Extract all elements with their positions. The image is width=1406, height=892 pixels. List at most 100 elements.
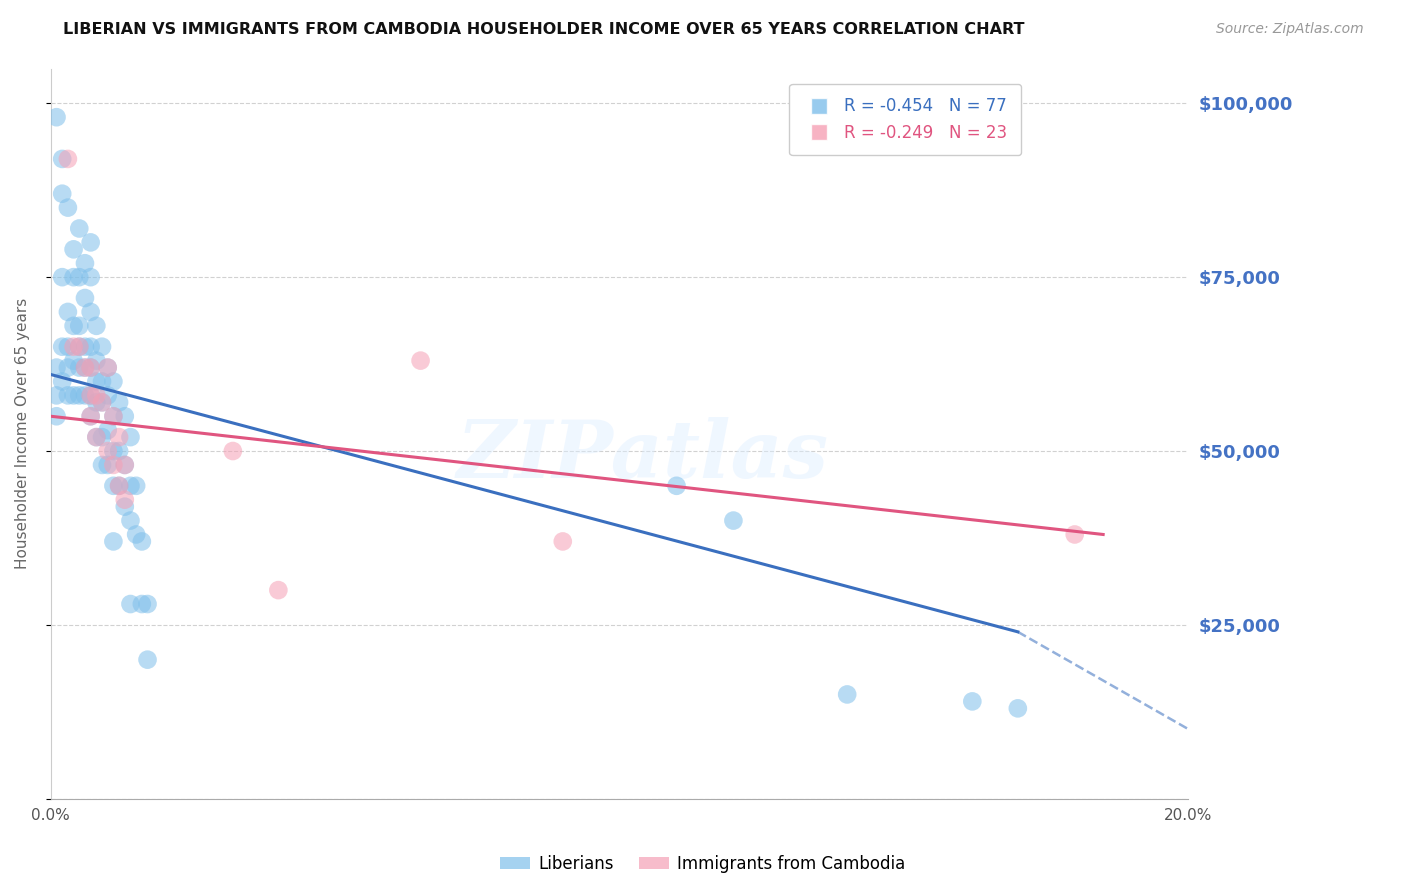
Point bbox=[86, 353, 108, 368]
Point bbox=[97, 423, 120, 437]
Text: Source: ZipAtlas.com: Source: ZipAtlas.com bbox=[1216, 22, 1364, 37]
Point bbox=[97, 388, 120, 402]
Point bbox=[56, 152, 79, 166]
Point bbox=[62, 318, 84, 333]
Point bbox=[86, 388, 108, 402]
Point bbox=[73, 256, 96, 270]
Point bbox=[91, 458, 114, 472]
Point bbox=[62, 270, 84, 285]
Point bbox=[73, 360, 96, 375]
Point bbox=[56, 305, 79, 319]
Point bbox=[79, 235, 101, 250]
Point bbox=[56, 388, 79, 402]
Point bbox=[103, 534, 125, 549]
Point bbox=[67, 340, 90, 354]
Point bbox=[45, 388, 67, 402]
Point bbox=[97, 444, 120, 458]
Point bbox=[103, 409, 125, 424]
Point bbox=[97, 360, 120, 375]
Point bbox=[79, 340, 101, 354]
Point bbox=[1007, 701, 1029, 715]
Point bbox=[108, 444, 131, 458]
Point bbox=[962, 694, 984, 708]
Point bbox=[73, 360, 96, 375]
Point bbox=[551, 534, 574, 549]
Point bbox=[86, 430, 108, 444]
Point bbox=[86, 375, 108, 389]
Point bbox=[51, 152, 73, 166]
Point bbox=[45, 409, 67, 424]
Point bbox=[79, 409, 101, 424]
Point bbox=[51, 186, 73, 201]
Point bbox=[267, 583, 290, 598]
Point bbox=[56, 340, 79, 354]
Text: ZIPatlas: ZIPatlas bbox=[457, 417, 828, 494]
Point bbox=[114, 458, 136, 472]
Legend: Liberians, Immigrants from Cambodia: Liberians, Immigrants from Cambodia bbox=[494, 848, 912, 880]
Point bbox=[723, 514, 745, 528]
Point bbox=[91, 395, 114, 409]
Point bbox=[222, 444, 245, 458]
Point bbox=[91, 340, 114, 354]
Point bbox=[45, 360, 67, 375]
Point bbox=[131, 534, 153, 549]
Point bbox=[103, 479, 125, 493]
Point bbox=[56, 201, 79, 215]
Text: LIBERIAN VS IMMIGRANTS FROM CAMBODIA HOUSEHOLDER INCOME OVER 65 YEARS CORRELATIO: LIBERIAN VS IMMIGRANTS FROM CAMBODIA HOU… bbox=[63, 22, 1025, 37]
Point bbox=[73, 291, 96, 305]
Point bbox=[837, 688, 859, 702]
Point bbox=[67, 360, 90, 375]
Point bbox=[103, 409, 125, 424]
Point bbox=[114, 500, 136, 514]
Point bbox=[108, 395, 131, 409]
Point bbox=[1063, 527, 1085, 541]
Point bbox=[136, 653, 159, 667]
Legend: R = -0.454   N = 77, R = -0.249   N = 23: R = -0.454 N = 77, R = -0.249 N = 23 bbox=[789, 84, 1021, 155]
Point bbox=[86, 430, 108, 444]
Point bbox=[665, 479, 688, 493]
Point bbox=[62, 340, 84, 354]
Point bbox=[120, 597, 142, 611]
Point bbox=[79, 360, 101, 375]
Point bbox=[108, 430, 131, 444]
Point bbox=[125, 527, 148, 541]
Point bbox=[79, 360, 101, 375]
Point bbox=[79, 388, 101, 402]
Point bbox=[120, 430, 142, 444]
Point bbox=[114, 458, 136, 472]
Point bbox=[79, 270, 101, 285]
Y-axis label: Householder Income Over 65 years: Householder Income Over 65 years bbox=[15, 298, 30, 569]
Point bbox=[62, 388, 84, 402]
Point bbox=[79, 388, 101, 402]
Point bbox=[91, 430, 114, 444]
Point bbox=[108, 479, 131, 493]
Point bbox=[103, 458, 125, 472]
Point bbox=[97, 458, 120, 472]
Point bbox=[125, 479, 148, 493]
Point bbox=[97, 360, 120, 375]
Point bbox=[67, 270, 90, 285]
Point bbox=[79, 409, 101, 424]
Point bbox=[67, 388, 90, 402]
Point bbox=[108, 479, 131, 493]
Point bbox=[120, 479, 142, 493]
Point bbox=[67, 318, 90, 333]
Point bbox=[91, 375, 114, 389]
Point bbox=[86, 395, 108, 409]
Point bbox=[62, 353, 84, 368]
Point bbox=[67, 221, 90, 235]
Point bbox=[67, 340, 90, 354]
Point bbox=[51, 340, 73, 354]
Point bbox=[409, 353, 432, 368]
Point bbox=[91, 395, 114, 409]
Point bbox=[114, 409, 136, 424]
Point bbox=[86, 318, 108, 333]
Point bbox=[73, 340, 96, 354]
Point bbox=[51, 270, 73, 285]
Point bbox=[114, 492, 136, 507]
Point bbox=[51, 375, 73, 389]
Point bbox=[56, 360, 79, 375]
Point bbox=[120, 514, 142, 528]
Point bbox=[45, 110, 67, 124]
Point bbox=[136, 597, 159, 611]
